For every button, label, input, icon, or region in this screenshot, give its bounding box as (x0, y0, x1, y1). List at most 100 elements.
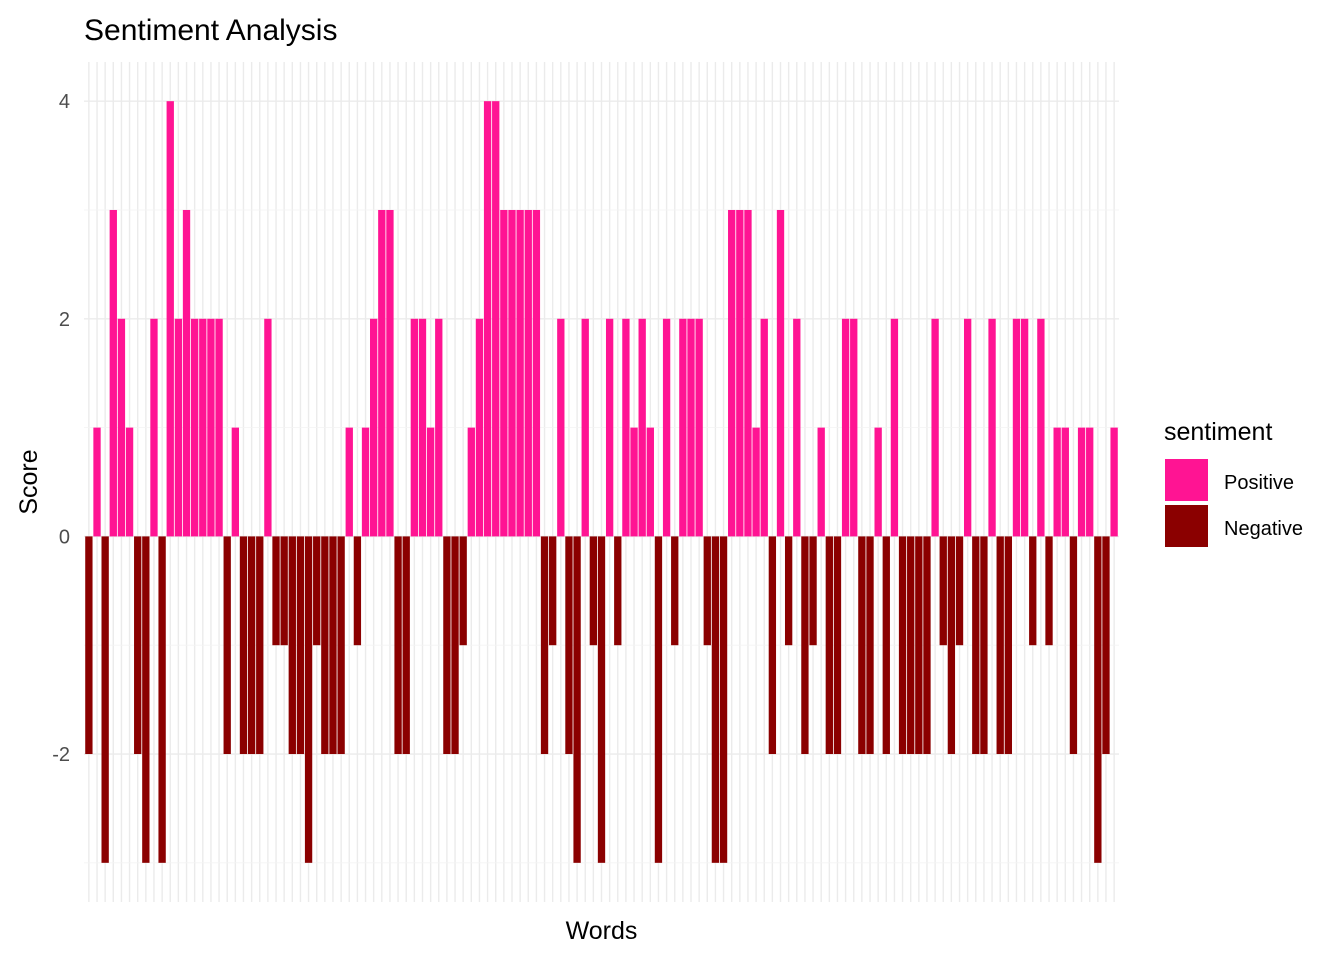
bar-positive (744, 209, 752, 537)
bar-positive (166, 101, 174, 537)
bar-negative (158, 536, 166, 863)
bar-positive (752, 427, 760, 537)
bar-negative (923, 536, 931, 755)
bar-positive (492, 101, 500, 537)
bar-positive (1110, 427, 1118, 537)
bar-negative (1102, 536, 1110, 755)
y-tick-labels: -2 0 2 4 (52, 91, 70, 766)
bar-negative (247, 536, 256, 755)
bar-negative (402, 536, 410, 755)
bar-positive (500, 209, 508, 537)
bar-positive (581, 318, 589, 537)
bar-positive (679, 318, 687, 537)
bar-negative (288, 536, 296, 755)
bar-negative (947, 536, 956, 755)
bar-positive (963, 318, 972, 537)
bar-negative (825, 536, 833, 755)
bar-positive (1053, 427, 1061, 537)
bar-positive (630, 427, 638, 537)
bar-positive (760, 318, 768, 537)
bar-negative (1045, 536, 1053, 646)
legend: sentiment Positive Negative (1164, 418, 1303, 547)
bar-negative (451, 536, 459, 755)
y-tick-label: 0 (59, 526, 70, 548)
bar-negative (280, 536, 288, 646)
bar-positive (508, 209, 516, 537)
x-axis-title: Words (566, 917, 638, 945)
bar-negative (711, 536, 720, 863)
bar-negative (1094, 536, 1102, 863)
bar-positive (426, 427, 435, 537)
bar-positive (728, 209, 736, 537)
bar-negative (972, 536, 980, 755)
y-tick-label: 2 (59, 309, 70, 331)
bar-negative (353, 536, 362, 646)
bar-positive (150, 318, 158, 537)
bar-negative (256, 536, 264, 755)
bar-positive (1061, 427, 1069, 537)
bar-positive (524, 209, 532, 537)
chart-title: Sentiment Analysis (84, 14, 337, 47)
bar-positive (988, 318, 996, 537)
bar-positive (182, 209, 191, 537)
bar-negative (1069, 536, 1078, 755)
bar-positive (817, 427, 825, 537)
bars (85, 101, 1118, 863)
bar-positive (410, 318, 419, 537)
bar-positive (695, 318, 703, 537)
bar-negative (833, 536, 842, 755)
legend-label-positive: Positive (1224, 472, 1294, 494)
bar-negative (239, 536, 248, 755)
bar-negative (703, 536, 711, 646)
bar-negative (597, 536, 606, 863)
bar-positive (638, 318, 646, 537)
bar-positive (841, 318, 850, 537)
bar-negative (565, 536, 573, 755)
bar-positive (662, 318, 671, 537)
legend-key-negative (1165, 505, 1208, 547)
bar-positive (199, 318, 207, 537)
bar-positive (475, 318, 484, 537)
bar-negative (540, 536, 549, 755)
bar-positive (435, 318, 443, 537)
bar-negative (866, 536, 874, 755)
bar-positive (931, 318, 939, 537)
bar-positive (174, 318, 183, 537)
bar-negative (223, 536, 231, 755)
bar-positive (467, 427, 475, 537)
bar-negative (85, 536, 93, 755)
bar-negative (996, 536, 1004, 755)
bar-negative (1004, 536, 1013, 755)
bar-positive (516, 209, 524, 537)
bar-negative (939, 536, 947, 646)
bar-positive (345, 427, 353, 537)
bar-negative (801, 536, 809, 755)
bar-positive (264, 318, 272, 537)
bar-negative (858, 536, 866, 755)
bar-negative (768, 536, 777, 755)
bar-negative (296, 536, 305, 755)
bar-negative (321, 536, 329, 755)
bar-negative (809, 536, 817, 646)
bar-negative (654, 536, 663, 863)
bar-positive (418, 318, 427, 537)
bar-positive (532, 209, 541, 537)
bar-positive (646, 427, 654, 537)
bar-positive (190, 318, 199, 537)
bar-positive (93, 427, 101, 537)
bar-positive (776, 209, 785, 537)
bar-negative (784, 536, 793, 646)
legend-label-negative: Negative (1224, 518, 1303, 540)
bar-negative (719, 536, 728, 863)
y-tick-label: 4 (59, 91, 70, 113)
legend-key-positive (1165, 459, 1208, 501)
bar-positive (736, 209, 744, 537)
bar-negative (907, 536, 915, 755)
bar-negative (272, 536, 280, 646)
y-axis-title: Score (15, 449, 43, 514)
bar-negative (313, 536, 321, 646)
bar-positive (890, 318, 899, 537)
bar-positive (1077, 427, 1086, 537)
bar-negative (898, 536, 907, 755)
